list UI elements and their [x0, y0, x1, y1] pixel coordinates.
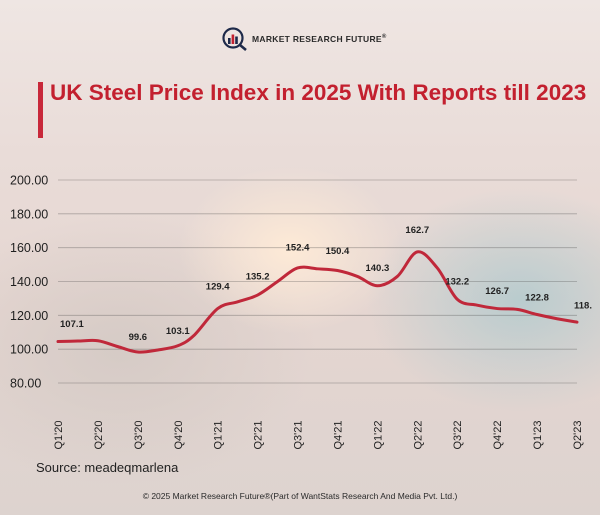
x-tick-label: Q4'22 — [492, 420, 504, 449]
title-accent-bar — [38, 82, 43, 138]
x-tick-label: Q3'21 — [293, 420, 305, 449]
x-tick-label: Q2'21 — [253, 420, 265, 449]
logo: MARKET RESEARCH FUTURE® — [222, 27, 387, 51]
x-tick-label: Q1'22 — [372, 420, 384, 449]
x-tick-label: Q1'23 — [532, 420, 544, 449]
data-label: 132.2 — [445, 277, 469, 288]
y-tick-label: 180.00 — [10, 207, 48, 221]
x-tick-label: Q2'20 — [93, 420, 105, 449]
logo-mark-icon — [222, 27, 247, 51]
data-label: 140.3 — [365, 263, 389, 274]
x-tick-label: Q2'22 — [412, 420, 424, 449]
series-line — [56, 250, 579, 354]
x-tick-label: Q3'20 — [133, 420, 145, 449]
x-tick-label: Q1'20 — [53, 420, 65, 449]
y-tick-label: 80.00 — [10, 377, 41, 391]
data-label: 122.8 — [525, 293, 549, 304]
y-axis-ticks: 200.00 180.00 160.00 140.00 120.00 100.00 80.0… — [10, 174, 48, 391]
x-axis-ticks: Q1'20 Q2'20 Q3'20 Q4'20 Q1'21 Q2'21 Q3'21 Q4'21… — [53, 420, 584, 449]
logo-text: MARKET RESEARCH FUTURE® — [252, 34, 387, 44]
y-tick-label: 140.00 — [10, 275, 48, 289]
data-label: 150.4 — [326, 246, 350, 257]
data-label: 103.1 — [166, 326, 190, 337]
y-tick-label: 120.00 — [10, 309, 48, 323]
gridlines — [58, 179, 577, 384]
x-tick-label: Q1'21 — [213, 420, 225, 449]
source-note: Source: meadeqmarlena — [36, 460, 179, 475]
data-label: 162.7 — [405, 225, 429, 236]
data-label: 107.1 — [60, 319, 84, 330]
chart-title: UK Steel Price Index in 2025 With Report… — [50, 80, 587, 105]
y-tick-label: 200.00 — [10, 174, 48, 188]
data-label: 99.6 — [129, 332, 148, 343]
data-label: 129.4 — [206, 281, 230, 292]
x-tick-label: Q2'23 — [572, 420, 584, 449]
y-tick-label: 160.00 — [10, 241, 48, 255]
footer-copyright: © 2025 Market Research Future®(Part of W… — [142, 491, 458, 501]
data-label: 152.4 — [286, 243, 310, 254]
line-chart: 200.00 180.00 160.00 140.00 120.00 100.00 80.0… — [10, 174, 592, 450]
y-tick-label: 100.00 — [10, 343, 48, 357]
x-tick-label: Q4'20 — [173, 420, 185, 449]
data-label: 118. — [574, 301, 592, 312]
x-tick-label: Q4'21 — [332, 420, 344, 449]
x-tick-label: Q3'22 — [452, 420, 464, 449]
data-label: 126.7 — [485, 286, 509, 297]
data-label: 135.2 — [246, 272, 270, 283]
data-labels: 107.1 99.6 103.1 129.4 135.2 152.4 150.4 140.3 1… — [60, 225, 592, 343]
